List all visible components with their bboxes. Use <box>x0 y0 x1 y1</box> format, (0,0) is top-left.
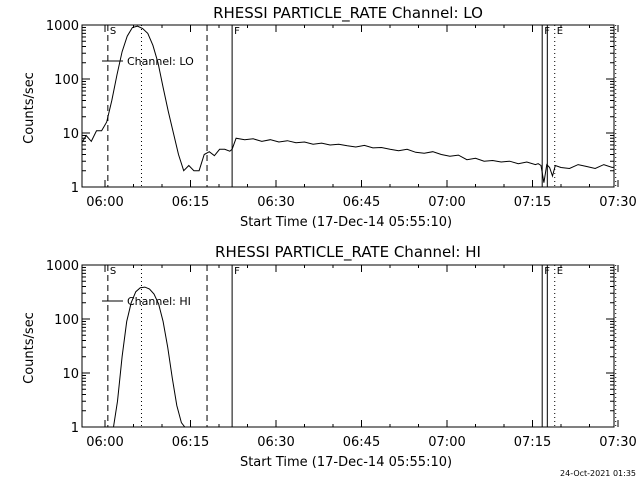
x-tick-label-hi: 06:30 <box>257 435 294 450</box>
event-marker-label-hi: E <box>557 266 563 277</box>
y-tick-label-lo: 10 <box>62 127 79 142</box>
x-tick-label-lo: 06:45 <box>343 195 380 210</box>
x-tick-label-lo: 07:15 <box>514 195 551 210</box>
legend-label-lo: Channel: LO <box>127 55 194 68</box>
panel-hi: RHESSI PARTICLE_RATE Channel: HI Counts/… <box>22 243 637 470</box>
legend-label-hi: Channel: HI <box>127 295 191 308</box>
y-tick-label-lo: 1 <box>71 181 79 196</box>
series-line-lo <box>82 25 614 183</box>
y-axis-label-hi: Counts/sec <box>22 312 37 384</box>
plot-frame-hi <box>81 264 615 428</box>
event-marker-label-lo: F <box>234 26 240 37</box>
x-tick-label-hi: 07:00 <box>428 435 465 450</box>
x-tick-label-lo: 06:30 <box>257 195 294 210</box>
chart-title-hi: RHESSI PARTICLE_RATE Channel: HI <box>215 243 481 262</box>
y-tick-label-lo: 1000 <box>46 19 79 34</box>
chart-title-lo: RHESSI PARTICLE_RATE Channel: LO <box>213 4 483 23</box>
series-line-hi <box>113 286 186 427</box>
plot-frame-lo <box>81 24 615 188</box>
x-tick-label-lo: 06:00 <box>86 195 123 210</box>
x-tick-label-lo: 07:30 <box>599 195 636 210</box>
event-marker-label-hi: S <box>110 266 116 277</box>
event-marker-label-lo: S <box>110 26 116 37</box>
panel-lo: RHESSI PARTICLE_RATE Channel: LO Counts/… <box>22 4 637 230</box>
x-tick-label-hi: 06:45 <box>343 435 380 450</box>
y-axis-label-lo: Counts/sec <box>22 72 37 144</box>
footer-timestamp: 24-Oct-2021 01:35 <box>560 469 636 478</box>
y-tick-label-hi: 1 <box>71 421 79 436</box>
y-tick-label-hi: 10 <box>62 367 79 382</box>
event-marker-label-lo: E <box>557 26 563 37</box>
y-tick-label-hi: 1000 <box>46 259 79 274</box>
y-tick-label-hi: 100 <box>54 313 79 328</box>
x-tick-label-hi: 06:00 <box>86 435 123 450</box>
x-tick-label-lo: 06:15 <box>172 195 209 210</box>
x-axis-label-lo: Start Time (17-Dec-14 05:55:10) <box>240 215 452 230</box>
x-tick-label-hi: 06:15 <box>172 435 209 450</box>
x-tick-label-hi: 07:30 <box>599 435 636 450</box>
x-axis-label-hi: Start Time (17-Dec-14 05:55:10) <box>240 455 452 470</box>
x-tick-label-lo: 07:00 <box>428 195 465 210</box>
event-marker-label-hi: F <box>234 266 240 277</box>
x-tick-label-hi: 07:15 <box>514 435 551 450</box>
y-tick-label-lo: 100 <box>54 73 79 88</box>
